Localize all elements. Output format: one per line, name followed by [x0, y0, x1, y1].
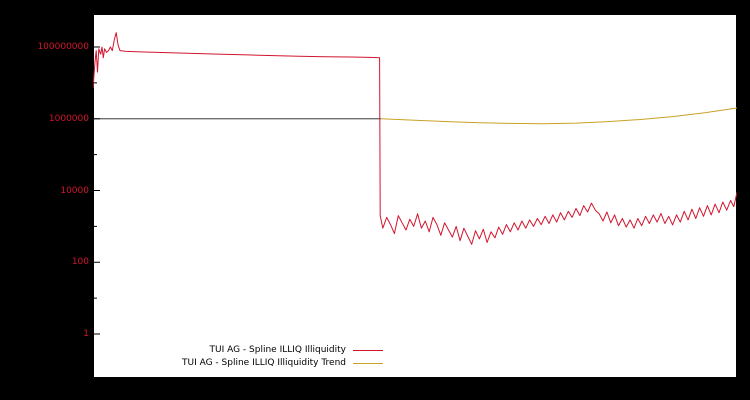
legend-entry-illiquidity: TUI AG - Spline ILLIQ Illiquidity	[103, 344, 383, 356]
legend: TUI AG - Spline ILLIQ Illiquidity TUI AG…	[100, 343, 386, 370]
legend-line-sample-yellow	[353, 362, 383, 364]
legend-label-illiquidity: TUI AG - Spline ILLIQ Illiquidity	[209, 345, 347, 355]
plot-canvas	[93, 14, 737, 378]
plot-area: TUI AG - Spline ILLIQ Illiquidity TUI AG…	[93, 14, 737, 378]
ytick-label-1: 1	[83, 329, 89, 339]
legend-label-trend: TUI AG - Spline ILLIQ Illiquidity Trend	[182, 358, 346, 368]
series-line-1	[380, 107, 737, 125]
series-line-0	[93, 32, 737, 245]
ytick-label-10000: 10000	[60, 185, 89, 196]
ytick-label-100000000: 100000000	[37, 42, 89, 52]
ytick-label-1000000: 1000000	[48, 113, 89, 124]
plot-frame	[93, 14, 737, 378]
legend-line-sample-red	[353, 349, 383, 351]
ytick-label-100: 100	[71, 257, 89, 268]
legend-entry-trend: TUI AG - Spline ILLIQ Illiquidity Trend	[103, 357, 383, 369]
